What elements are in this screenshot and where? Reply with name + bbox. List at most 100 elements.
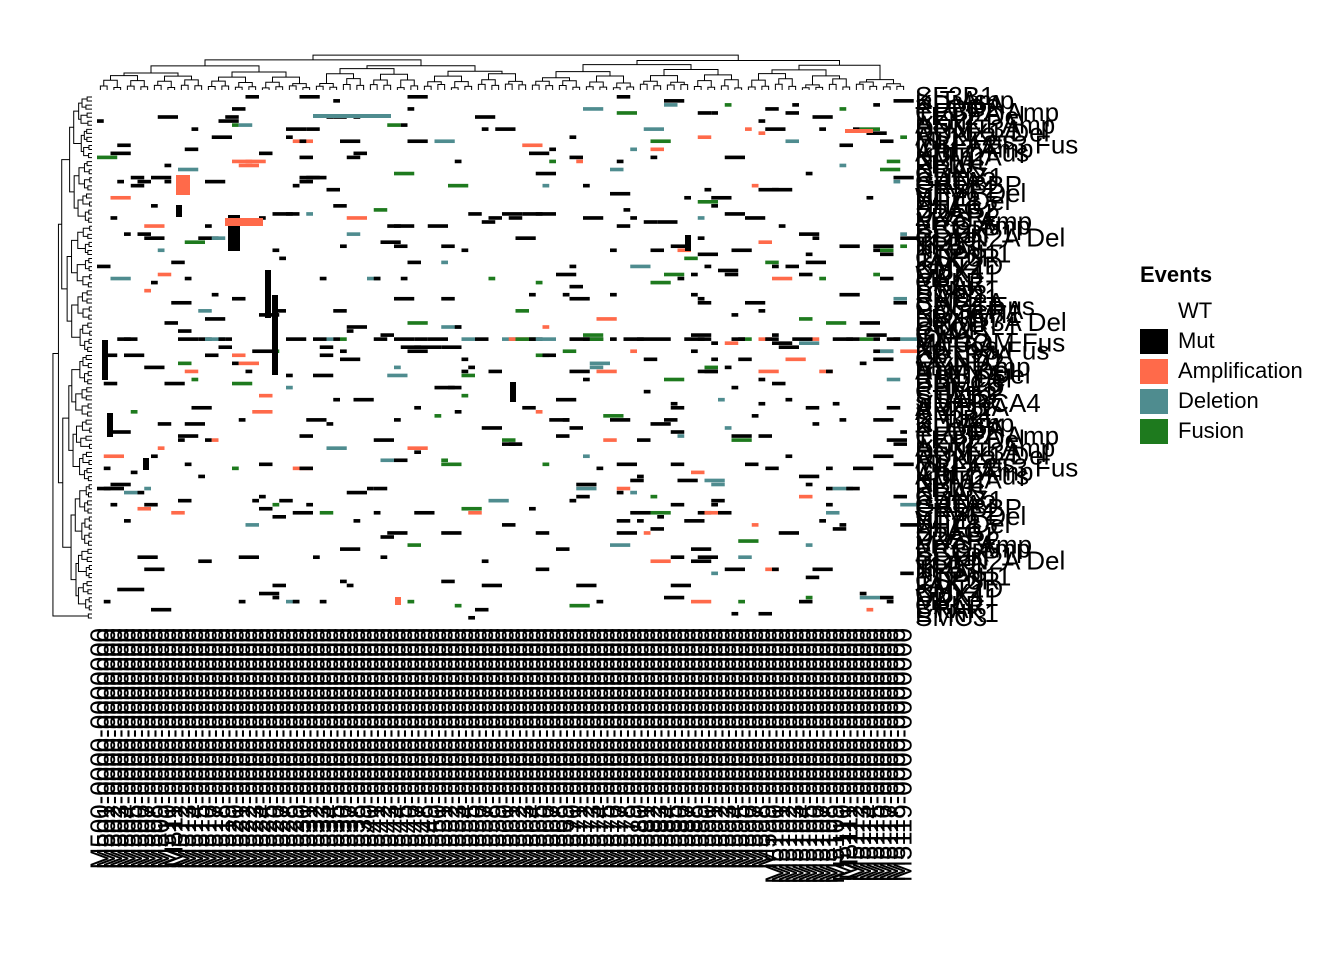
event-cell-mut (184, 147, 199, 152)
event-cell-mut (731, 248, 752, 253)
event-cell-mut (313, 373, 334, 378)
dendrogram-branch (815, 86, 824, 90)
event-cell-mut (373, 438, 394, 442)
event-cell-mut (481, 220, 496, 224)
event-cell-mut (468, 365, 475, 370)
event-cell-fusion (738, 539, 759, 543)
column-label: M508-0000-0000000 (138, 628, 168, 869)
column-label: M550-0000-0000000 (422, 628, 452, 869)
event-cell-amplification (758, 369, 779, 374)
column-label: M585-0000-0000000 (658, 628, 688, 869)
event-cell-amplification (596, 317, 617, 321)
event-cell-mut (805, 252, 813, 257)
dendrogram-branch (88, 306, 92, 312)
event-cell-fusion (441, 458, 448, 463)
dendrogram-branch (79, 361, 85, 379)
event-cell-mut (684, 337, 705, 341)
dendrogram-branch (82, 324, 90, 334)
event-cell-mut (637, 519, 644, 523)
event-cell-mut (373, 486, 388, 491)
event-cell-mut (610, 248, 617, 253)
event-cell-mut (319, 353, 334, 358)
column-label: M529-0000-0000000 (280, 628, 310, 869)
column-label: M539-0000-0000000 (348, 628, 378, 869)
event-cell-mut (596, 466, 604, 471)
row-label: CSF3R (915, 243, 1000, 273)
event-cell-mut (650, 527, 664, 531)
event-cell-mut (670, 401, 678, 406)
event-cell-mut (637, 337, 651, 341)
event-cell-mut (819, 519, 826, 523)
event-cell-mut (839, 292, 860, 297)
event-cell-block (845, 129, 873, 133)
dendrogram-branch (113, 87, 122, 90)
column-label: M520-0000-0000000 (219, 628, 249, 869)
event-cell-mut (414, 450, 421, 455)
column-label: M5104-0000-0000000 (786, 628, 816, 884)
event-cell-mut (259, 462, 273, 467)
event-cell-mut (846, 337, 860, 341)
event-cell-fusion (373, 208, 388, 212)
event-cell-mut (394, 458, 408, 463)
dendrogram-branch (87, 403, 92, 409)
row-label: PTEN Del (915, 360, 1031, 390)
legend-item-amplification: Amplification (1140, 356, 1303, 386)
dendrogram-branch (126, 85, 135, 90)
legend-swatch-amplification (1140, 358, 1168, 384)
event-cell-deletion (144, 486, 151, 491)
event-cell-mut (306, 127, 320, 131)
event-cell-mut (97, 264, 111, 269)
event-cell-deletion (434, 139, 455, 144)
event-cell-mut (400, 123, 408, 127)
row-label: TP53 (915, 230, 977, 260)
dendrogram-branch (84, 534, 90, 544)
dendrogram-branch (87, 508, 92, 514)
row-label: KMT2A (915, 142, 1002, 172)
dendrogram-branch (194, 85, 203, 90)
event-cell-mut (259, 313, 266, 317)
row-label: FLT3 (915, 473, 974, 503)
event-cell-block (395, 597, 401, 605)
dendrogram-branch (87, 120, 92, 126)
event-cell-deletion (583, 454, 590, 459)
event-cell-mut (110, 502, 118, 507)
dendrogram-branch (87, 363, 92, 369)
dendrogram-branch (85, 104, 92, 110)
dendrogram-branch (531, 84, 540, 90)
dendrogram-branch (81, 421, 90, 431)
row-label: KDM6A (915, 89, 1005, 119)
dendrogram-branch (238, 81, 253, 88)
legend-item-wt: WT (1140, 296, 1303, 326)
event-cell-block (265, 270, 271, 318)
row-label: GATA2 (915, 166, 996, 196)
row-label: PTPN11 (915, 239, 1011, 269)
event-cell-mut (616, 531, 637, 535)
dendrogram-branch (82, 227, 90, 237)
event-cell-mut (191, 127, 199, 131)
event-cell-fusion (272, 502, 280, 507)
event-cell-mut (556, 397, 577, 402)
legend-swatch-fusion (1140, 418, 1168, 444)
dendrogram-branch (66, 256, 72, 322)
dendrogram-branch (842, 86, 851, 90)
column-label: M541-0000-0000000 (361, 628, 391, 869)
event-cell-mut (475, 337, 489, 341)
event-cell-deletion (178, 167, 199, 172)
dendrogram-branch (504, 83, 513, 90)
event-cell-mut (508, 442, 523, 446)
event-cell-fusion (745, 337, 752, 341)
event-cell-block (510, 382, 516, 402)
event-cell-fusion (650, 510, 671, 515)
event-cell-fusion (319, 510, 334, 515)
dendrogram-branch (275, 86, 284, 90)
event-cell-mut (151, 204, 158, 208)
event-cell-mut (549, 147, 556, 152)
event-cell-deletion (711, 571, 718, 576)
event-cell-mut (448, 531, 462, 535)
event-cell-mut (684, 519, 705, 523)
row-label: BRAF (915, 271, 984, 301)
event-cell-amplification (677, 248, 691, 253)
event-cell-mut (333, 309, 347, 313)
event-cell-mut (718, 268, 739, 273)
event-cell-mut (441, 579, 455, 584)
